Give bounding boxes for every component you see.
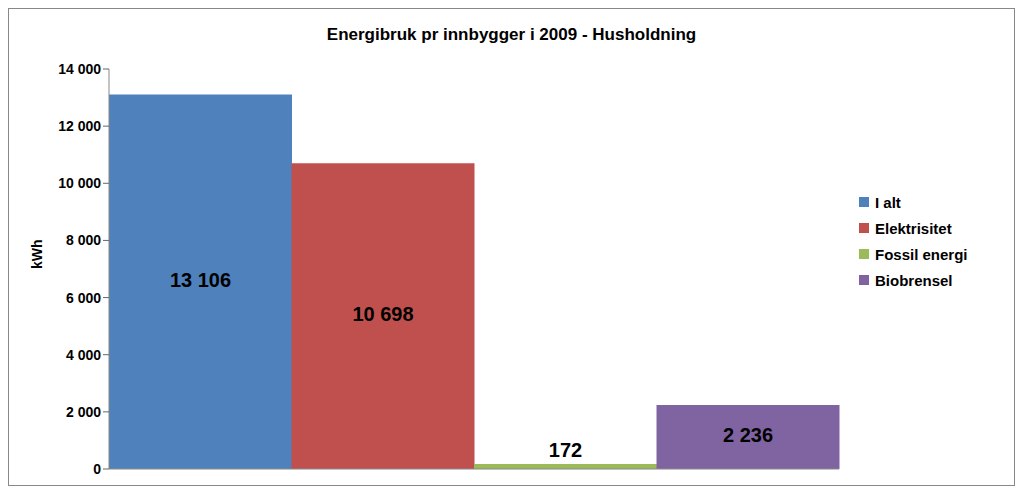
html-text:Biobrensel: Biobrensel bbox=[875, 271, 953, 289]
svg-text:172: 172 bbox=[549, 439, 582, 461]
svg-text:2 000: 2 000 bbox=[66, 404, 101, 420]
svg-text:4 000: 4 000 bbox=[66, 347, 101, 363]
html-text:Elektrisitet: Elektrisitet bbox=[875, 219, 952, 237]
svg-text:8 000: 8 000 bbox=[66, 232, 101, 248]
svg-text:13 106: 13 106 bbox=[170, 269, 231, 291]
svg-text:14 000: 14 000 bbox=[58, 61, 101, 77]
html-text:Energibruk pr innbygger i 2009: Energibruk pr innbygger i 2009 - Hushold… bbox=[326, 25, 697, 44]
html-text:I alt: I alt bbox=[875, 193, 901, 211]
svg-text:12 000: 12 000 bbox=[58, 118, 101, 134]
svg-text:10 698: 10 698 bbox=[352, 303, 413, 325]
html-text:Fossil energi: Fossil energi bbox=[875, 245, 968, 263]
svg-text:0: 0 bbox=[93, 461, 101, 477]
svg-text:6 000: 6 000 bbox=[66, 290, 101, 306]
svg-text:kWh: kWh bbox=[29, 239, 45, 269]
svg-text:10 000: 10 000 bbox=[58, 175, 101, 191]
svg-text:2 236: 2 236 bbox=[723, 424, 773, 446]
